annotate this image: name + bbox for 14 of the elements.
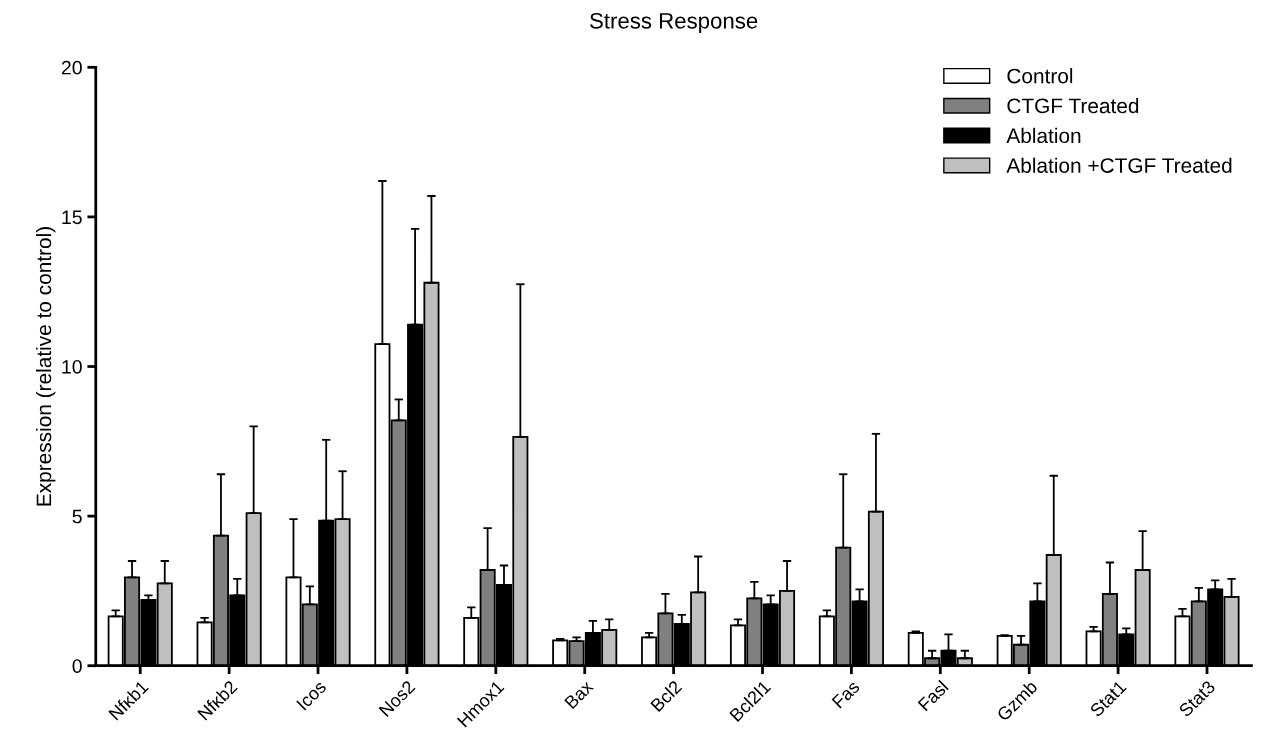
x-tick-label: Bax [564,679,594,710]
y-tick-label: 15 [62,210,82,225]
y-axis-title: Expression (relative to control) [35,227,56,506]
y-tick-label: 20 [61,60,82,75]
y-tick-label: 5 [72,509,82,524]
legend-label: CTGF Treated [1007,97,1139,114]
x-tick-label: Icos [296,679,327,711]
y-tick-label: 0 [72,659,82,673]
x-tick-label: Fas [831,679,861,709]
legend-label: Control [1007,68,1073,84]
legend-label: Ablation +CTGF Treated [1006,157,1232,173]
chart-title: Stress Response [590,12,758,34]
y-tick-label: 10 [62,359,82,374]
legend-label: Ablation [1006,127,1081,144]
